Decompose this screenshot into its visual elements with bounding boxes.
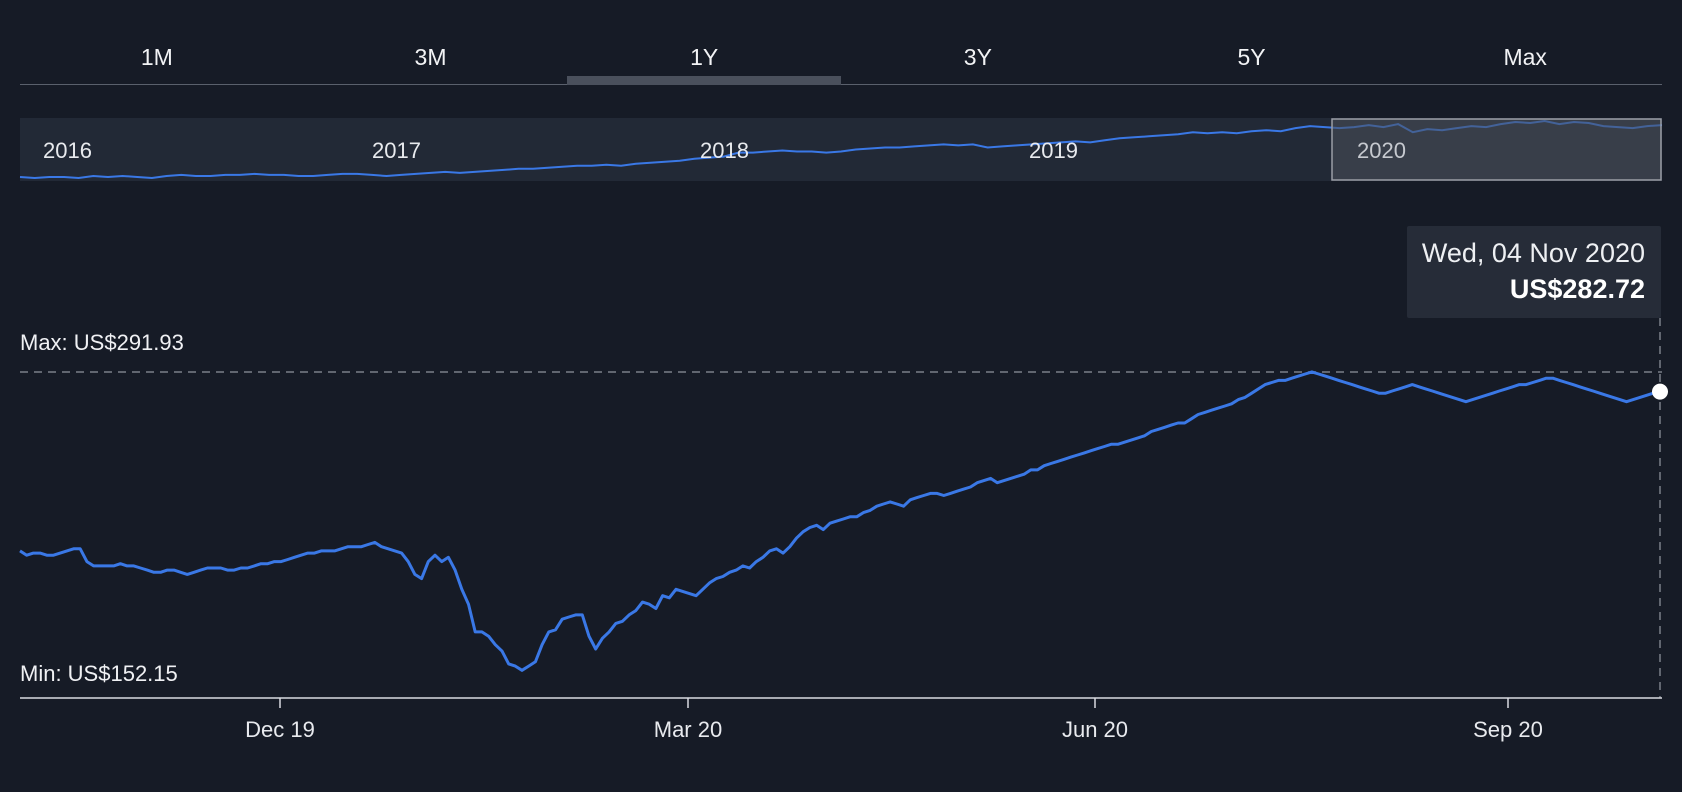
- navigator-year-2020: 2020: [1357, 138, 1406, 163]
- x-tick-label: Dec 19: [245, 717, 315, 742]
- x-tick-label: Sep 20: [1473, 717, 1543, 742]
- navigator-year-2018: 2018: [700, 138, 749, 163]
- tab-max[interactable]: Max: [1503, 44, 1547, 70]
- tooltip-value: US$282.72: [1509, 274, 1645, 304]
- navigator[interactable]: 2016 2017 2018 2019 2020: [0, 0, 1682, 200]
- price-series-line: [19, 370, 1661, 672]
- tab-5y[interactable]: 5Y: [1237, 44, 1266, 70]
- x-tick-label: Jun 20: [1062, 717, 1128, 742]
- min-label: Min: US$152.15: [20, 661, 178, 686]
- hover-point: [1652, 383, 1668, 400]
- tab-1m[interactable]: 1M: [140, 44, 173, 70]
- navigator-selection[interactable]: [1331, 118, 1662, 181]
- tab-1y[interactable]: 1Y: [567, 28, 841, 85]
- navigator-year-2016: 2016: [43, 138, 92, 163]
- tab-3y[interactable]: 3Y: [963, 44, 992, 70]
- max-label: Max: US$291.93: [20, 330, 184, 355]
- range-tabs: 1M 3M 1Y 3Y 5Y Max: [20, 28, 1662, 85]
- navigator-year-2019: 2019: [1029, 138, 1078, 163]
- tooltip: Wed, 04 Nov 2020 US$282.72: [1407, 226, 1661, 318]
- x-axis-ticks: Dec 19 Mar 20 Jun 20 Sep 20: [245, 698, 1543, 742]
- navigator-year-2017: 2017: [372, 138, 421, 163]
- x-tick-label: Mar 20: [654, 717, 722, 742]
- tab-3m[interactable]: 3M: [414, 44, 447, 70]
- tooltip-date: Wed, 04 Nov 2020: [1421, 238, 1645, 268]
